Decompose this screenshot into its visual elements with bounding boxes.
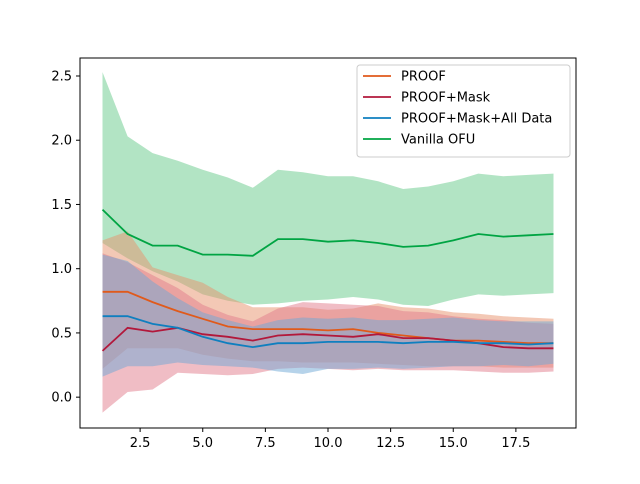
line-proof: [102, 290, 554, 345]
legend-label-vanilla-ofu: Vanilla OFU: [401, 133, 475, 148]
legend-label-proof: PROOF: [401, 70, 446, 85]
y-tick-label: 0.5: [51, 326, 72, 341]
mean-lines: [101, 208, 554, 352]
x-axis: 2.5 5.0 7.5 10.0 12.5 15.0 17.5: [130, 428, 530, 451]
y-axis: 0.0 0.5 1.0 1.5 2.0 2.5: [51, 69, 80, 406]
y-tick-label: 1.0: [51, 262, 72, 277]
x-tick-label: 12.5: [376, 436, 405, 451]
band-vanilla-ofu: [102, 72, 554, 306]
legend-label-proof-mask: PROOF+Mask: [401, 91, 491, 106]
x-tick-label: 7.5: [255, 436, 276, 451]
legend: PROOF PROOF+Mask PROOF+Mask+All Data Vanill…: [356, 64, 571, 158]
x-tick-label: 10.0: [314, 436, 343, 451]
y-tick-label: 1.5: [51, 198, 72, 213]
y-tick-label: 2.5: [51, 69, 72, 84]
line-proof-mask-all-data: [102, 315, 554, 349]
x-tick-label: 15.0: [439, 436, 468, 451]
y-tick-label: 2.0: [51, 134, 72, 149]
legend-label-proof-mask-all-data: PROOF+Mask+All Data: [401, 112, 552, 127]
legend-box: [356, 64, 571, 158]
x-tick-label: 5.0: [192, 436, 213, 451]
x-tick-label: 2.5: [130, 436, 151, 451]
x-tick-label: 17.5: [501, 436, 530, 451]
band-proof-mask-all-data: [102, 254, 554, 377]
line-vanilla-ofu: [101, 208, 554, 257]
confidence-bands: [102, 72, 554, 413]
y-tick-label: 0.0: [51, 391, 72, 406]
